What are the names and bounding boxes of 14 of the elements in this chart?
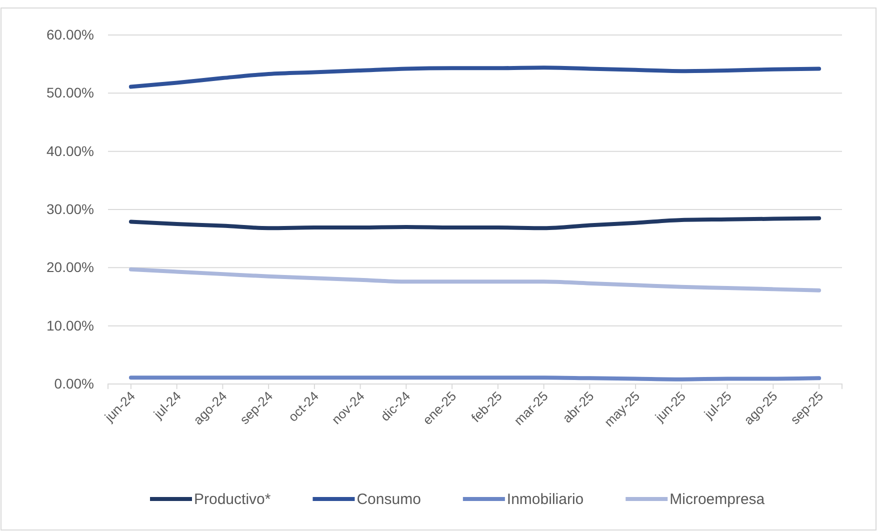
line-series [128,216,822,230]
y-tick-label: 40.00% [46,142,94,159]
y-tick-label: 50.00% [46,84,94,101]
y-tick-label: 30.00% [46,200,94,217]
legend-label: Inmobiliario [506,491,584,508]
legend-label: Productivo* [194,491,271,508]
y-tick-label: 10.00% [46,317,94,334]
y-tick-label: 60.00% [46,26,94,42]
line-series [128,66,822,89]
y-tick-label: 20.00% [46,259,94,276]
line-series [128,267,822,292]
legend-label: Microempresa [670,491,766,508]
y-tick-label: 0.00% [54,375,94,392]
legend-label: Consumo [356,491,421,508]
